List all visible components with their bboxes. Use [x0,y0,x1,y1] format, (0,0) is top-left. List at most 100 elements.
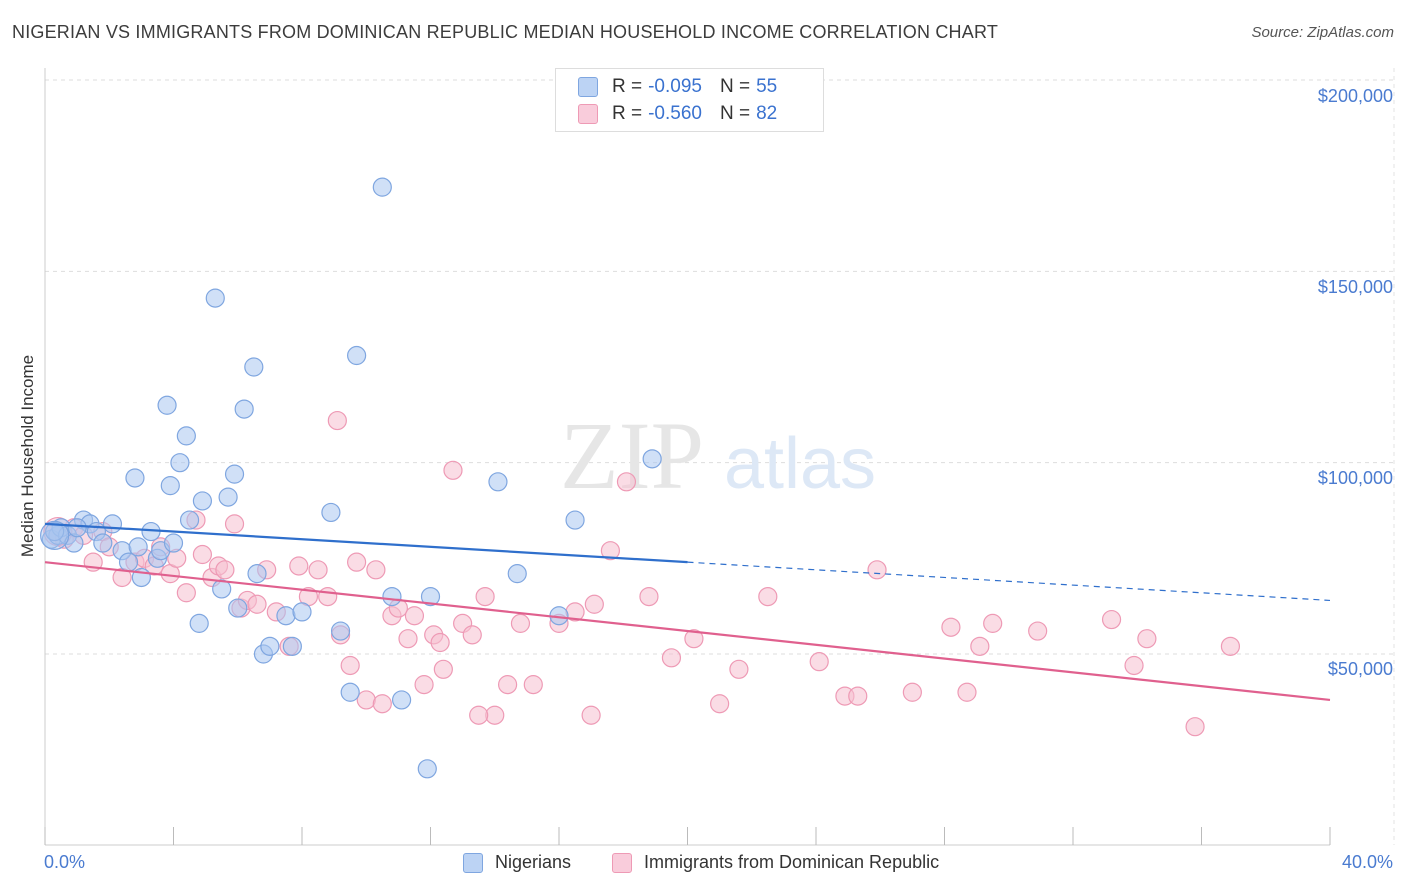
point-dominican-75 [1137,629,1157,649]
point-dominican-50 [510,613,531,633]
bottom-legend-swatch-blue [463,852,483,873]
point-dominican-62 [758,586,778,607]
point-nigerians-24 [189,613,209,633]
legend-row-nigerians: R = -0.095 N = 55 [578,75,777,99]
point-dominican-20 [224,514,245,534]
point-nigerians-42 [347,345,367,366]
point-nigerians-cluster [40,520,70,550]
legend-r-label: R = [612,103,643,124]
point-dominican-32 [340,655,360,676]
trendline-nigerians [44,522,688,564]
point-nigerians-21 [170,453,190,473]
point-dominican-40 [404,606,425,626]
x-tick-label-max: 40.0% [1341,852,1393,872]
bottom-legend-label-dominican: Immigrants from Dominican Republic [644,852,940,872]
point-dominican-51 [523,675,543,695]
point-dominican-81 [430,632,450,653]
point-dominican-69 [957,682,977,702]
point-dominican-41 [414,675,434,695]
point-dominican-35 [366,560,386,580]
point-nigerians-20 [163,533,184,553]
point-dominican-70 [970,636,990,656]
point-nigerians-51 [565,510,585,530]
trendline-dominican [44,561,1331,702]
point-dominican-60 [710,694,730,714]
legend-swatch-pink [578,104,598,124]
point-dominican-46 [462,625,482,645]
x-tick-label-min: 0.0% [44,852,86,872]
point-nigerians-49 [507,564,527,584]
point-nigerians-33 [247,564,267,584]
point-dominican-73 [1101,609,1122,630]
point-nigerians-37 [282,636,302,656]
point-dominican-66 [867,560,887,580]
point-dominican-76 [1185,717,1205,737]
point-dominican-80 [581,705,601,725]
point-dominican-61 [729,659,749,679]
point-dominican-27 [289,556,309,576]
bottom-legend-nigerians: Nigerians [463,852,571,873]
point-dominican-47 [475,586,495,607]
point-dominican-49 [498,675,518,695]
bottom-legend-dominican: Immigrants from Dominican Republic [612,852,939,873]
point-nigerians-11 [118,552,139,572]
point-dominican-58 [661,648,682,668]
point-nigerians-48 [488,472,508,492]
watermark-zip: ZIP [560,402,704,509]
point-nigerians-35 [260,636,280,656]
point-dominican-74 [1124,655,1144,676]
legend-n-value: 55 [756,76,778,97]
point-nigerians-52 [642,449,662,469]
point-dominican-57 [639,586,659,607]
y-tick-label-50000: $50,000 [1327,659,1393,679]
point-nigerians-44 [382,586,402,607]
point-nigerians-23 [179,510,200,530]
point-nigerians-18 [157,395,177,415]
legend-r-label: R = [612,76,643,97]
point-nigerians-28 [218,487,238,507]
point-dominican-43 [433,659,453,679]
point-dominican-63 [809,652,829,672]
point-dominican-65 [848,686,868,706]
point-dominican-67 [902,682,922,702]
y-tick-label-150000: $150,000 [1317,277,1393,297]
watermark: ZIP atlas [560,402,876,509]
point-nigerians-38 [292,602,312,622]
legend-swatch-blue [578,77,598,97]
series-nigerians-points [40,177,662,779]
point-dominican-71 [983,613,1003,633]
point-nigerians-9 [102,514,123,534]
trend-lines [44,522,1331,702]
point-dominican-48 [485,705,505,725]
point-nigerians-53 [45,521,65,542]
point-dominican-55 [600,541,621,561]
point-dominican-19 [215,560,235,580]
point-dominican-68 [941,617,961,637]
point-dominican-30 [318,586,338,607]
point-nigerians-25 [192,491,213,511]
y-tick-label-200000: $200,000 [1317,86,1393,106]
point-dominican-78 [327,410,347,431]
legend-n-label: N = [719,103,751,124]
point-nigerians-54 [67,518,87,538]
bottom-legend-swatch-pink [612,852,632,873]
bottom-legend-label-nigerians: Nigerians [495,852,572,872]
point-dominican-44 [443,460,463,480]
legend-r-value: -0.560 [648,103,702,124]
watermark-atlas: atlas [724,424,876,504]
point-nigerians-46 [417,759,437,779]
legend-row-dominican: R = -0.560 N = 82 [578,102,777,126]
point-dominican-39 [398,629,418,649]
point-dominican-16 [192,544,213,565]
point-dominican-72 [1028,621,1048,641]
point-nigerians-39 [321,502,341,523]
point-nigerians-40 [330,621,351,641]
legend-n-value: 82 [756,103,778,124]
point-nigerians-30 [228,598,248,618]
point-dominican-29 [308,560,328,580]
point-nigerians-22 [176,426,196,446]
point-dominican-56 [616,472,637,492]
source-label: Source: ZipAtlas.com [1251,24,1394,41]
legend-r-value: -0.095 [648,76,702,97]
